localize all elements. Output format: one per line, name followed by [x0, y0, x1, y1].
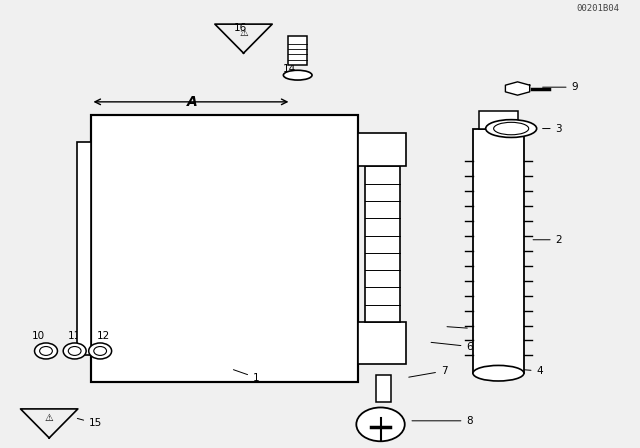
Bar: [91, 115, 358, 382]
Text: 9: 9: [543, 82, 578, 92]
Text: 1: 1: [234, 370, 260, 383]
Bar: [376, 375, 392, 402]
Text: 8: 8: [412, 416, 473, 426]
Text: 4: 4: [514, 366, 543, 376]
Bar: [77, 142, 91, 355]
Bar: [91, 115, 358, 382]
Text: 6: 6: [431, 341, 473, 352]
Ellipse shape: [473, 366, 524, 381]
Circle shape: [63, 343, 86, 359]
Polygon shape: [506, 82, 530, 95]
Text: 14: 14: [283, 65, 296, 74]
Text: 00201B04: 00201B04: [577, 4, 620, 13]
Text: 13: 13: [288, 43, 301, 53]
Ellipse shape: [284, 70, 312, 80]
Text: A: A: [187, 95, 198, 108]
Text: 2: 2: [533, 235, 563, 245]
Bar: [288, 36, 307, 65]
Text: 15: 15: [77, 418, 102, 428]
Bar: [365, 166, 399, 322]
Circle shape: [89, 343, 111, 359]
Ellipse shape: [486, 120, 537, 138]
Text: ⚠: ⚠: [239, 28, 248, 38]
Text: ⚠: ⚠: [45, 413, 54, 423]
Bar: [479, 111, 518, 129]
Circle shape: [35, 343, 58, 359]
Bar: [358, 322, 406, 364]
Bar: [358, 133, 406, 166]
Text: 11: 11: [68, 331, 81, 345]
Ellipse shape: [493, 122, 529, 135]
Circle shape: [94, 346, 106, 355]
Bar: [473, 129, 524, 373]
Text: 10: 10: [32, 331, 46, 345]
Text: 16: 16: [234, 23, 247, 34]
Text: 5: 5: [447, 324, 479, 334]
Circle shape: [68, 346, 81, 355]
Text: 7: 7: [409, 366, 447, 377]
Circle shape: [40, 346, 52, 355]
Text: 3: 3: [543, 124, 563, 134]
Circle shape: [356, 408, 404, 441]
Text: 12: 12: [97, 331, 110, 345]
